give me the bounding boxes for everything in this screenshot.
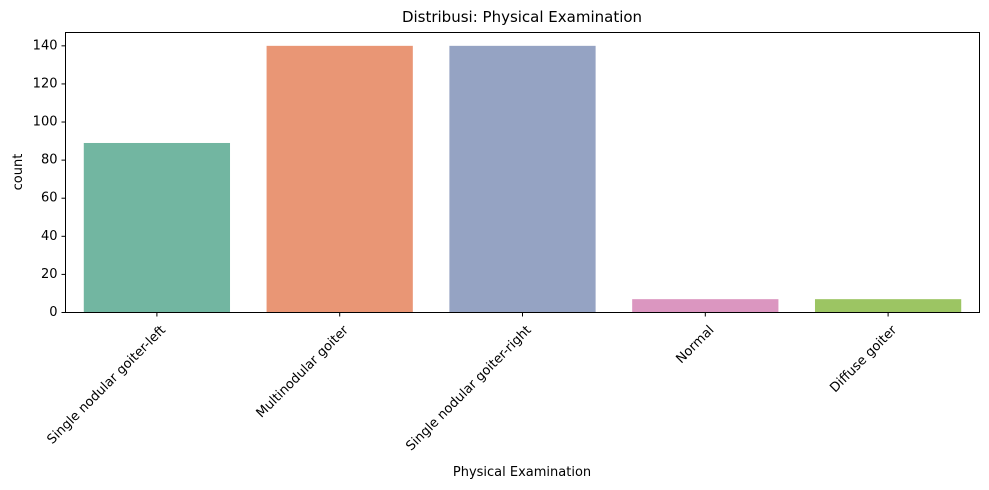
x-tick-label: Single nodular goiter-left: [44, 323, 168, 447]
y-tick-label: 60: [41, 191, 58, 206]
y-tick-label: 40: [41, 229, 58, 244]
y-tick-label: 100: [33, 115, 58, 130]
y-axis: 0 20 40 60 80 100 120 140: [33, 38, 66, 320]
y-axis-label: count: [11, 154, 26, 191]
bar-multinodular-goiter: [266, 45, 413, 313]
x-tick-label: Multinodular goiter: [254, 322, 353, 421]
x-tick-label: Single nodular goiter-right: [403, 323, 534, 454]
bar-single-nodular-goiter-right: [449, 45, 596, 313]
x-axis: Single nodular goiter-left Multinodular g…: [44, 312, 901, 454]
bars-group: [83, 45, 962, 313]
x-axis-label: Physical Examination: [453, 465, 591, 480]
chart-title: Distribusi: Physical Examination: [402, 8, 642, 26]
x-tick-label: Diffuse goiter: [827, 322, 900, 395]
y-tick-label: 80: [41, 153, 58, 168]
y-tick-label: 140: [33, 38, 58, 53]
y-tick-label: 20: [41, 267, 58, 282]
bar-normal: [632, 299, 779, 313]
bar-diffuse-goiter: [814, 299, 962, 313]
plot-frame: [65, 32, 980, 313]
x-tick-label: Normal: [673, 323, 717, 367]
y-tick-label: 0: [49, 305, 57, 320]
y-tick-label: 120: [33, 76, 58, 91]
bar-single-nodular-goiter-left: [83, 142, 231, 313]
